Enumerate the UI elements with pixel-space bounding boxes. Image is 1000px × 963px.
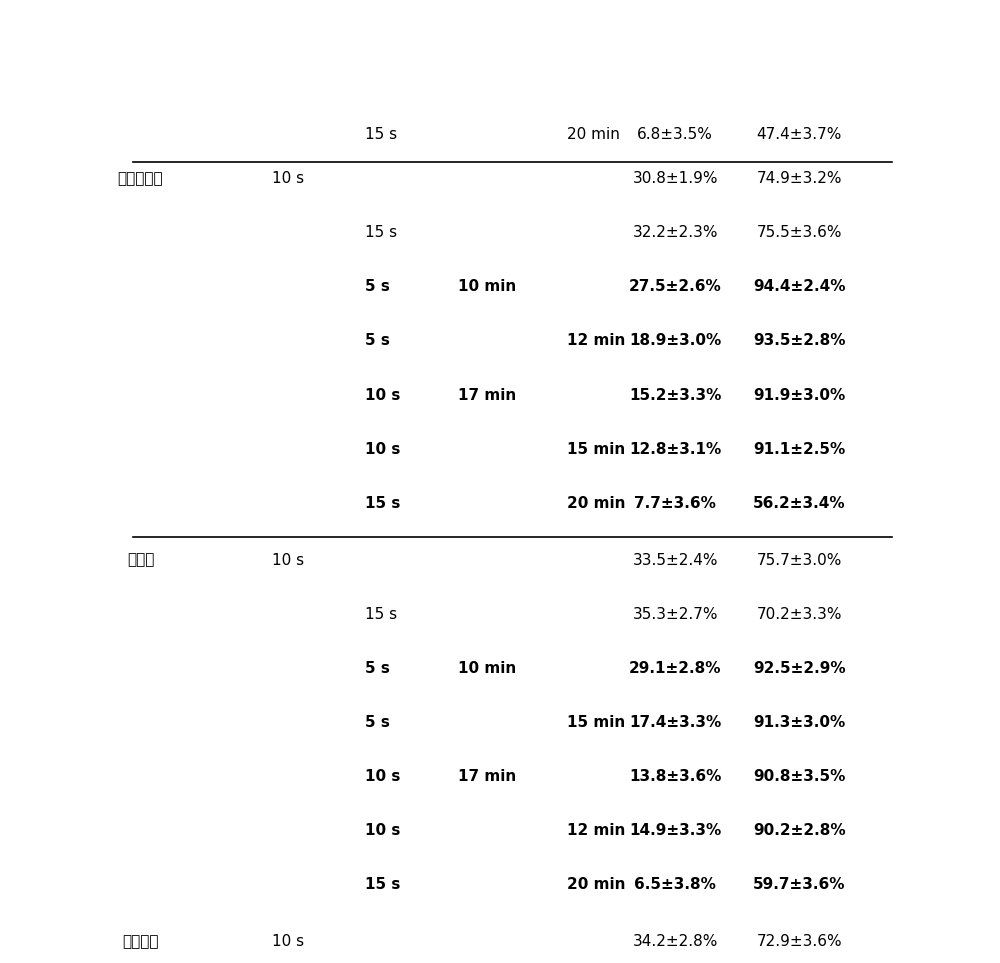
Text: 6.8±3.5%: 6.8±3.5% xyxy=(637,126,713,142)
Text: 甘青青兰: 甘青青兰 xyxy=(122,934,159,950)
Text: 17 min: 17 min xyxy=(458,769,516,784)
Text: 10 s: 10 s xyxy=(365,442,401,456)
Text: 14.9±3.3%: 14.9±3.3% xyxy=(629,823,721,838)
Text: 75.5±3.6%: 75.5±3.6% xyxy=(757,225,842,240)
Text: 47.4±3.7%: 47.4±3.7% xyxy=(757,126,842,142)
Text: 20 min: 20 min xyxy=(567,877,625,893)
Text: 15 s: 15 s xyxy=(365,877,401,893)
Text: 27.5±2.6%: 27.5±2.6% xyxy=(629,279,722,295)
Text: 5 s: 5 s xyxy=(365,661,390,676)
Text: 90.8±3.5%: 90.8±3.5% xyxy=(753,769,845,784)
Text: 34.2±2.8%: 34.2±2.8% xyxy=(633,934,718,950)
Text: 15 min: 15 min xyxy=(567,442,625,456)
Text: 10 min: 10 min xyxy=(458,661,516,676)
Text: 15 s: 15 s xyxy=(365,607,397,622)
Text: 10 s: 10 s xyxy=(365,769,401,784)
Text: 93.5±2.8%: 93.5±2.8% xyxy=(753,333,846,349)
Text: 12 min: 12 min xyxy=(567,333,625,349)
Text: 10 s: 10 s xyxy=(365,387,401,403)
Text: 18.9±3.0%: 18.9±3.0% xyxy=(629,333,721,349)
Text: 32.2±2.3%: 32.2±2.3% xyxy=(633,225,718,240)
Text: 香青兰: 香青兰 xyxy=(127,553,154,567)
Text: 91.3±3.0%: 91.3±3.0% xyxy=(753,715,845,730)
Text: 20 min: 20 min xyxy=(567,126,620,142)
Text: 33.5±2.4%: 33.5±2.4% xyxy=(633,553,718,567)
Text: 12 min: 12 min xyxy=(567,823,625,838)
Text: 15 s: 15 s xyxy=(365,225,397,240)
Text: 5 s: 5 s xyxy=(365,333,390,349)
Text: 17 min: 17 min xyxy=(458,387,516,403)
Text: 30.8±1.9%: 30.8±1.9% xyxy=(633,171,718,186)
Text: 70.2±3.3%: 70.2±3.3% xyxy=(757,607,842,622)
Text: 10 s: 10 s xyxy=(272,171,304,186)
Text: 15 s: 15 s xyxy=(365,496,401,510)
Text: 峨山毛建草: 峨山毛建草 xyxy=(118,171,163,186)
Text: 90.2±2.8%: 90.2±2.8% xyxy=(753,823,846,838)
Text: 12.8±3.1%: 12.8±3.1% xyxy=(629,442,721,456)
Text: 29.1±2.8%: 29.1±2.8% xyxy=(629,661,722,676)
Text: 35.3±2.7%: 35.3±2.7% xyxy=(633,607,718,622)
Text: 17.4±3.3%: 17.4±3.3% xyxy=(629,715,721,730)
Text: 15 s: 15 s xyxy=(365,126,397,142)
Text: 15 min: 15 min xyxy=(567,715,625,730)
Text: 7.7±3.6%: 7.7±3.6% xyxy=(634,496,716,510)
Text: 10 s: 10 s xyxy=(272,934,304,950)
Text: 94.4±2.4%: 94.4±2.4% xyxy=(753,279,846,295)
Text: 10 min: 10 min xyxy=(458,279,516,295)
Text: 10 s: 10 s xyxy=(272,553,304,567)
Text: 72.9±3.6%: 72.9±3.6% xyxy=(756,934,842,950)
Text: 92.5±2.9%: 92.5±2.9% xyxy=(753,661,846,676)
Text: 75.7±3.0%: 75.7±3.0% xyxy=(757,553,842,567)
Text: 20 min: 20 min xyxy=(567,496,625,510)
Text: 15.2±3.3%: 15.2±3.3% xyxy=(629,387,721,403)
Text: 74.9±3.2%: 74.9±3.2% xyxy=(757,171,842,186)
Text: 13.8±3.6%: 13.8±3.6% xyxy=(629,769,721,784)
Text: 59.7±3.6%: 59.7±3.6% xyxy=(753,877,846,893)
Text: 5 s: 5 s xyxy=(365,715,390,730)
Text: 10 s: 10 s xyxy=(365,823,401,838)
Text: 91.9±3.0%: 91.9±3.0% xyxy=(753,387,845,403)
Text: 5 s: 5 s xyxy=(365,279,390,295)
Text: 6.5±3.8%: 6.5±3.8% xyxy=(634,877,716,893)
Text: 91.1±2.5%: 91.1±2.5% xyxy=(753,442,845,456)
Text: 56.2±3.4%: 56.2±3.4% xyxy=(753,496,846,510)
